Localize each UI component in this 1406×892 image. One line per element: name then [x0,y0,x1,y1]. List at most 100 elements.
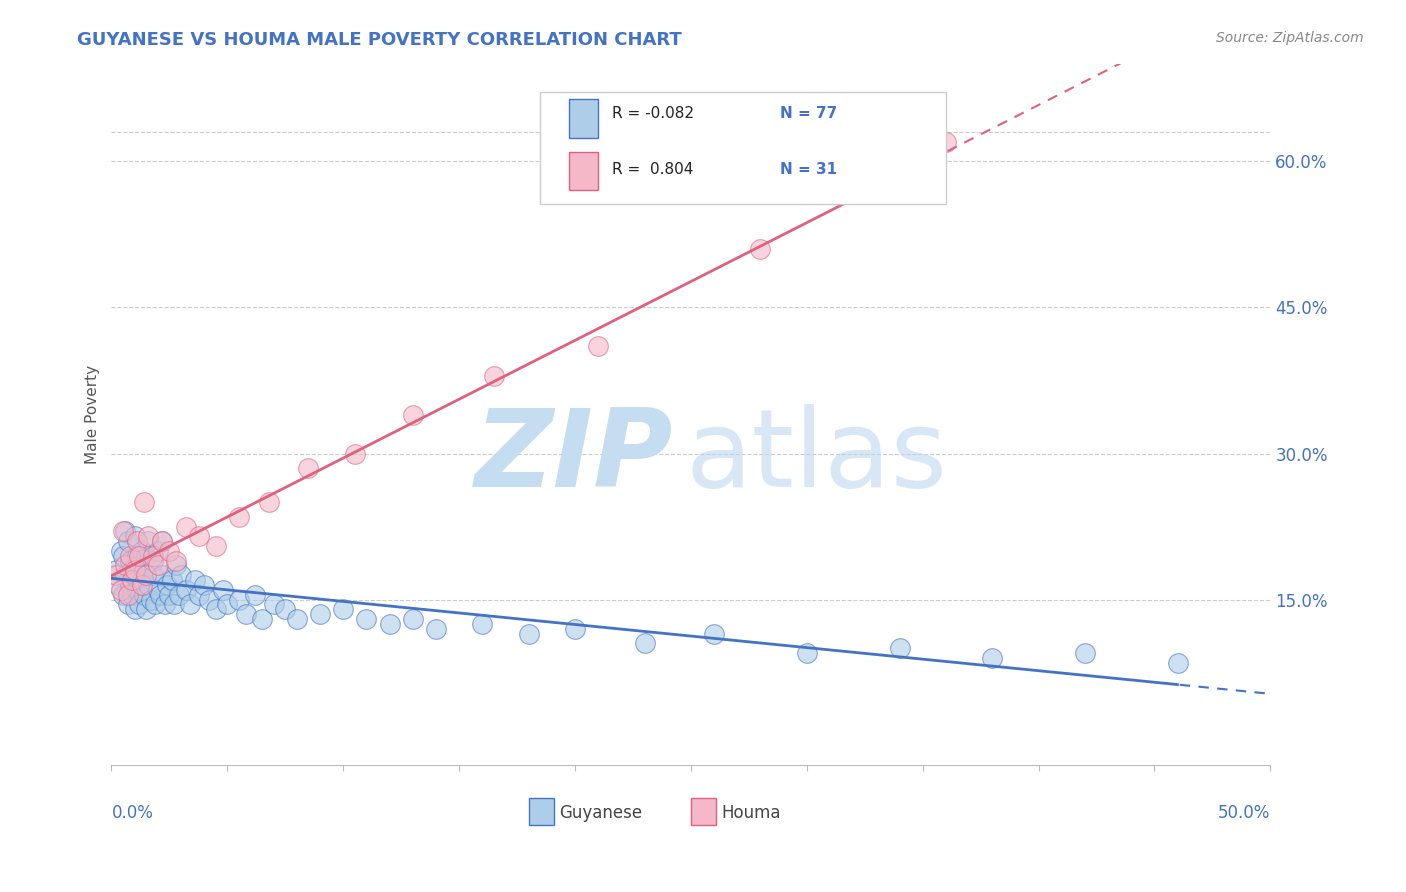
Point [105,568,128,582]
Point [117,598,139,612]
Point [633,636,655,650]
Point [118,549,141,563]
Point [132,588,155,602]
Point [132,563,155,577]
Point [124,529,146,543]
Point [117,534,139,549]
Text: GUYANESE VS HOUMA MALE POVERTY CORRELATION CHART: GUYANESE VS HOUMA MALE POVERTY CORRELATI… [77,31,682,49]
Point [263,598,285,612]
Point [564,622,586,636]
Point [152,534,174,549]
Point [179,598,201,612]
Point [135,549,157,563]
Text: 50.0%: 50.0% [1218,804,1271,822]
Point [146,544,169,558]
Point [114,558,136,573]
Point [167,588,190,602]
Point [121,563,143,577]
Point [332,602,354,616]
Point [796,646,818,660]
Point [138,534,160,549]
Point [204,539,226,553]
Y-axis label: Male Poverty: Male Poverty [86,365,100,464]
Bar [690,798,717,825]
Point [471,616,494,631]
Point [193,578,215,592]
Point [184,573,207,587]
Point [128,558,150,573]
Point [749,242,772,256]
Point [309,607,332,622]
Point [257,495,280,509]
Point [235,607,257,622]
Point [156,578,179,592]
Point [135,568,157,582]
Point [121,588,143,602]
Point [165,554,187,568]
Point [118,578,141,592]
Point [228,592,250,607]
Text: Source: ZipAtlas.com: Source: ZipAtlas.com [1216,31,1364,45]
Point [111,549,134,563]
Point [107,578,129,592]
Point [142,554,165,568]
Point [139,592,162,607]
Point [149,588,172,602]
Point [217,598,239,612]
Point [125,582,148,597]
Text: N = 31: N = 31 [780,161,837,177]
Point [128,598,150,612]
Point [174,582,197,597]
Point [402,612,425,626]
Text: R =  0.804: R = 0.804 [612,161,693,177]
Text: N = 77: N = 77 [780,105,838,120]
Point [425,622,447,636]
Point [124,563,146,577]
Point [188,588,211,602]
Point [889,641,911,656]
Point [125,534,148,549]
Point [114,568,136,582]
Point [142,549,165,563]
Point [111,588,134,602]
Point [250,612,273,626]
Point [170,568,193,582]
Bar [529,798,554,825]
Point [135,602,157,616]
Point [131,544,153,558]
Point [110,544,132,558]
Point [146,558,169,573]
Point [142,568,165,582]
Point [935,135,957,149]
Point [274,602,297,616]
Text: atlas: atlas [685,404,948,509]
Point [111,524,134,539]
Point [124,568,146,582]
Point [243,588,266,602]
Point [153,598,176,612]
Point [110,582,132,597]
Point [482,368,505,383]
Point [114,524,136,539]
Bar [569,152,598,190]
Point [204,602,226,616]
Point [163,598,186,612]
Point [1167,656,1189,670]
Point [285,612,308,626]
Point [152,568,174,582]
Point [703,626,725,640]
Point [981,651,1004,665]
Bar [569,99,598,137]
Point [138,578,160,592]
Point [356,612,378,626]
Point [343,446,366,460]
Text: Houma: Houma [721,804,780,822]
Point [131,573,153,587]
Point [1074,646,1097,660]
Point [197,592,219,607]
Point [118,554,141,568]
Point [152,534,174,549]
Point [146,582,169,597]
Point [586,339,609,353]
Point [121,573,143,587]
